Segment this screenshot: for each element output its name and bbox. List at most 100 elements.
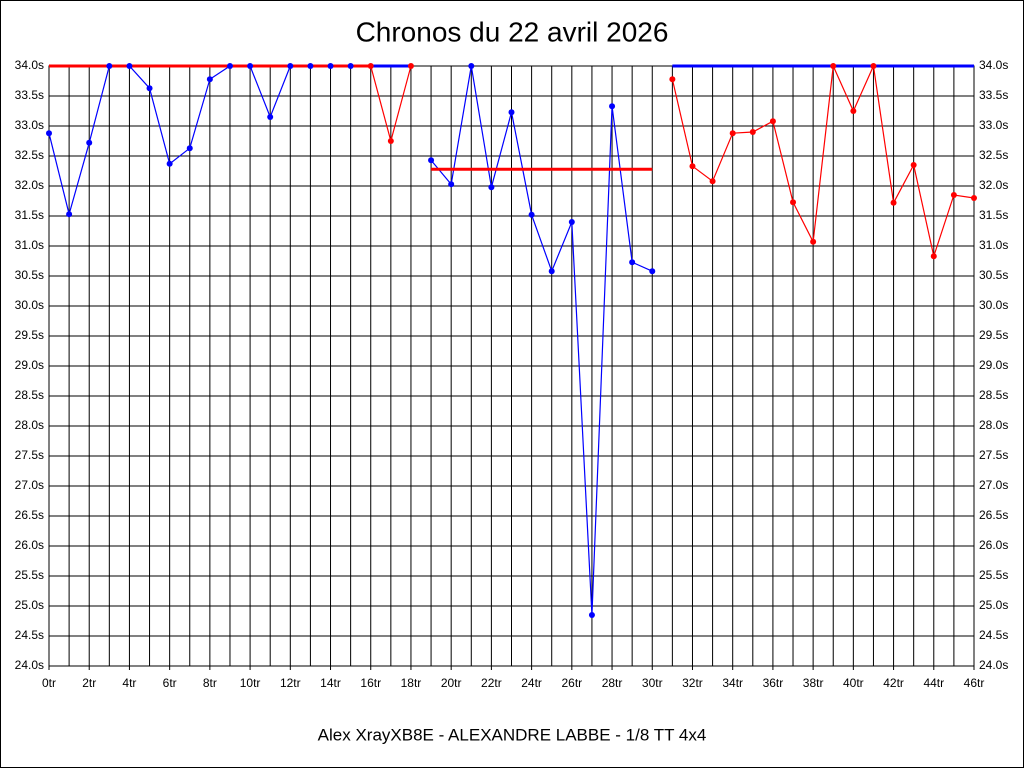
data-point xyxy=(910,162,917,168)
data-point xyxy=(609,103,616,110)
x-tick-label: 0tr xyxy=(42,676,56,690)
y-tick-label: 32.5s xyxy=(15,148,44,162)
data-point xyxy=(749,129,756,135)
y2-tick-label: 25.0s xyxy=(979,598,1008,612)
x-tick-label: 4tr xyxy=(122,676,136,690)
y-tick-label: 29.5s xyxy=(15,328,44,342)
y2-tick-label: 28.5s xyxy=(979,388,1008,402)
data-point xyxy=(689,163,696,170)
y-tick-label: 24.5s xyxy=(15,628,44,642)
x-tick-label: 28tr xyxy=(602,676,623,690)
x-tick-label: 30tr xyxy=(642,676,663,690)
y-tick-label: 26.0s xyxy=(15,538,44,552)
y-tick-label: 28.5s xyxy=(15,388,44,402)
x-tick-label: 14tr xyxy=(320,676,341,690)
x-tick-label: 34tr xyxy=(722,676,743,690)
data-point xyxy=(971,195,977,201)
data-point xyxy=(448,181,455,188)
y-tick-label: 27.0s xyxy=(15,478,44,492)
y2-tick-label: 26.0s xyxy=(979,538,1008,552)
data-point xyxy=(347,63,354,69)
series-line xyxy=(430,65,653,616)
x-tick-label: 6tr xyxy=(163,676,177,690)
data-point xyxy=(950,192,957,198)
y-tick-label: 29.0s xyxy=(15,358,44,372)
data-point xyxy=(588,612,595,618)
data-point xyxy=(287,63,294,69)
data-point xyxy=(226,63,233,69)
y2-tick-label: 32.0s xyxy=(979,178,1008,192)
data-point xyxy=(86,139,93,146)
y-tick-label: 32.0s xyxy=(15,178,44,192)
data-point xyxy=(850,108,857,114)
y-tick-label: 33.0s xyxy=(15,118,44,132)
y-tick-label: 34.0s xyxy=(15,58,44,72)
data-point xyxy=(468,63,475,69)
x-tick-label: 42tr xyxy=(883,676,904,690)
data-point xyxy=(428,157,435,164)
x-tick-label: 16tr xyxy=(360,676,381,690)
x-tick-label: 40tr xyxy=(843,676,864,690)
y2-tick-label: 33.5s xyxy=(979,88,1008,102)
y2-tick-label: 30.5s xyxy=(979,268,1008,282)
x-tick-label: 26tr xyxy=(561,676,582,690)
chart-footer: Alex XrayXB8E - ALEXANDRE LABBE - 1/8 TT… xyxy=(318,725,707,744)
y-tick-label: 30.5s xyxy=(15,268,44,282)
y-tick-label: 31.5s xyxy=(15,208,44,222)
data-point xyxy=(267,114,274,120)
data-point xyxy=(407,63,414,69)
data-point xyxy=(166,160,173,167)
y2-tick-label: 30.0s xyxy=(979,298,1008,312)
data-point xyxy=(46,130,52,137)
x-tick-label: 32tr xyxy=(682,676,703,690)
y2-tick-label: 29.0s xyxy=(979,358,1008,372)
plot-border xyxy=(48,65,975,667)
data-point xyxy=(387,138,394,144)
y2-tick-label: 27.0s xyxy=(979,478,1008,492)
y2-tick-label: 33.0s xyxy=(979,118,1008,132)
data-point xyxy=(206,76,213,83)
x-tick-label: 2tr xyxy=(82,676,96,690)
data-point xyxy=(729,130,736,137)
y2-tick-label: 32.5s xyxy=(979,148,1008,162)
x-tick-label: 20tr xyxy=(441,676,462,690)
y-tick-label: 26.5s xyxy=(15,508,44,522)
data-point xyxy=(870,63,877,69)
data-point xyxy=(709,178,716,185)
y-tick-label: 24.0s xyxy=(15,658,44,672)
data-point xyxy=(367,63,374,69)
data-point xyxy=(548,268,555,275)
data-point xyxy=(106,63,113,69)
data-point xyxy=(66,211,73,218)
x-tick-label: 8tr xyxy=(203,676,217,690)
x-tick-label: 10tr xyxy=(240,676,261,690)
data-point xyxy=(930,253,937,260)
y-tick-label: 28.0s xyxy=(15,418,44,432)
y2-tick-label: 31.0s xyxy=(979,238,1008,252)
data-point xyxy=(146,85,153,92)
data-point xyxy=(247,63,254,69)
data-point xyxy=(790,199,797,206)
data-point xyxy=(528,211,535,218)
data-point xyxy=(629,259,636,266)
y2-tick-label: 25.5s xyxy=(979,568,1008,582)
y2-tick-label: 27.5s xyxy=(979,448,1008,462)
x-tick-label: 12tr xyxy=(280,676,301,690)
data-point xyxy=(307,63,314,69)
y2-tick-label: 26.5s xyxy=(979,508,1008,522)
y2-tick-label: 24.0s xyxy=(979,658,1008,672)
data-point xyxy=(890,199,897,206)
y2-tick-label: 28.0s xyxy=(979,418,1008,432)
x-tick-label: 24tr xyxy=(521,676,542,690)
x-tick-label: 36tr xyxy=(763,676,784,690)
x-tick-label: 46tr xyxy=(964,676,985,690)
data-point xyxy=(508,109,515,116)
y-tick-label: 31.0s xyxy=(15,238,44,252)
data-point xyxy=(830,63,837,69)
y-tick-label: 25.5s xyxy=(15,568,44,582)
data-point xyxy=(568,219,575,225)
data-point xyxy=(810,238,817,245)
y-tick-label: 30.0s xyxy=(15,298,44,312)
y2-tick-label: 34.0s xyxy=(979,58,1008,72)
